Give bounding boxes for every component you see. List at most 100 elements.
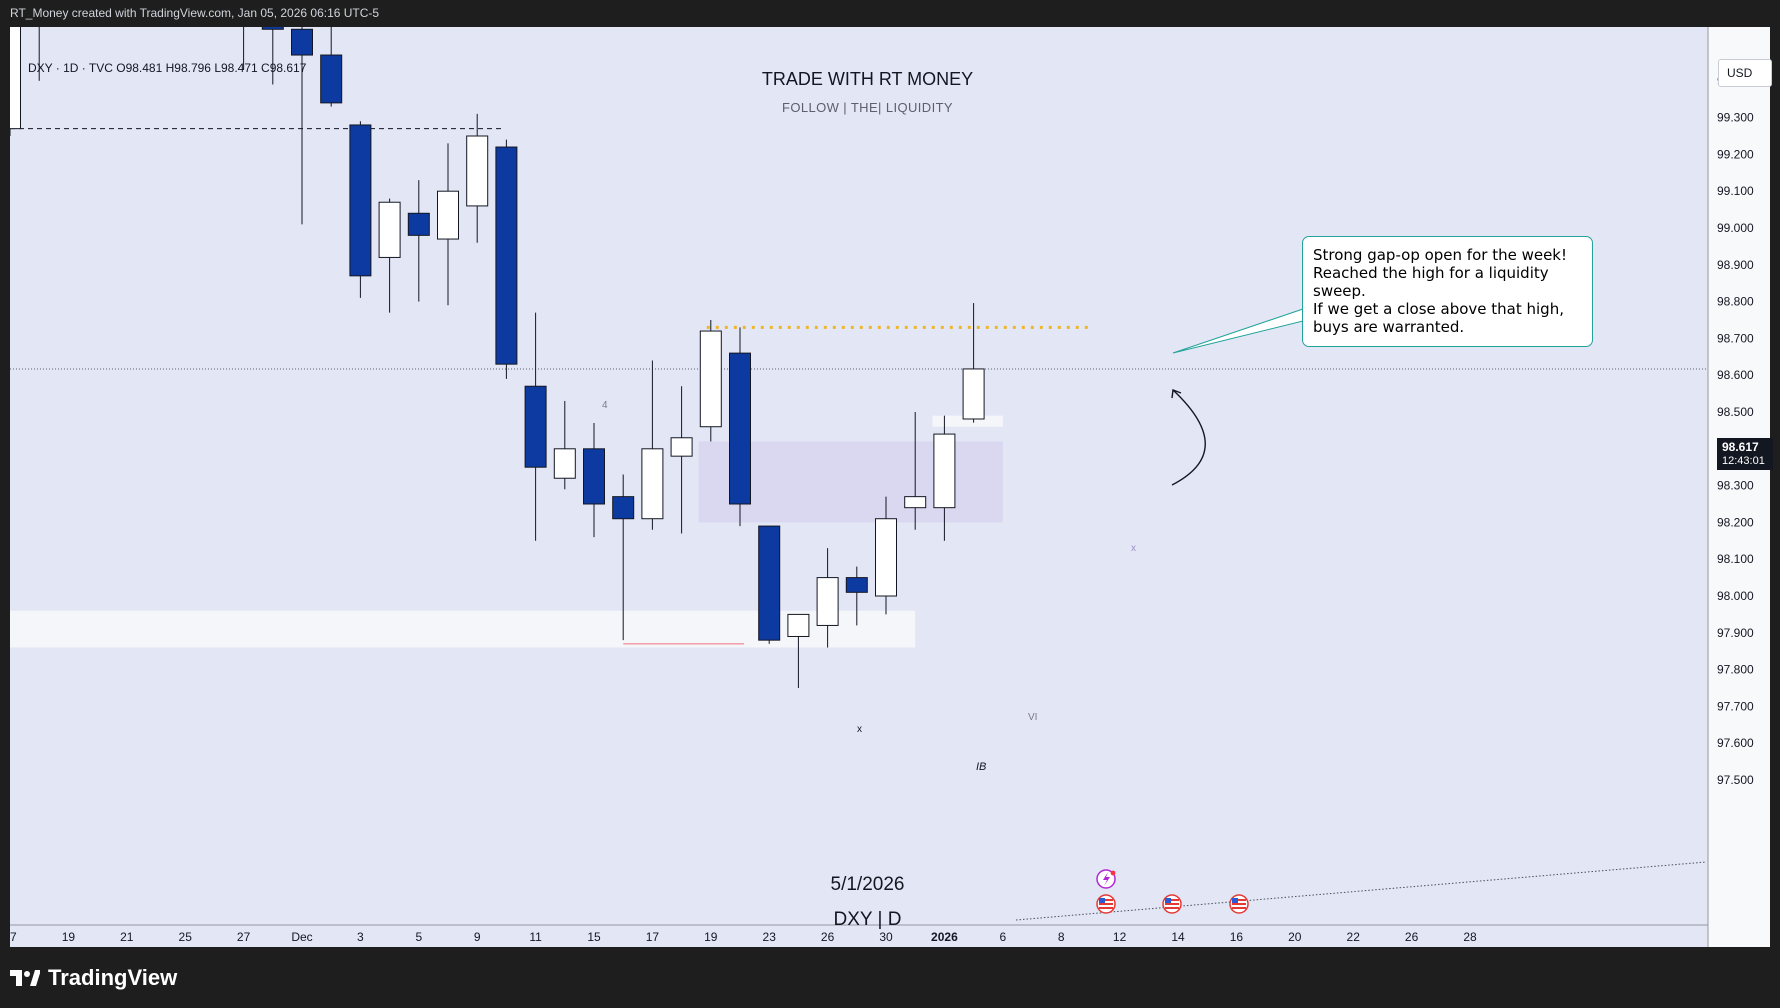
x-tick-label: 25	[179, 930, 193, 944]
fvg-marker-x: x	[1131, 543, 1136, 554]
tradingview-brand[interactable]: TradingView	[10, 965, 177, 991]
y-tick-label: 98.600	[1717, 368, 1754, 382]
candle-body	[320, 54, 343, 104]
candle-body	[845, 577, 868, 593]
x-tick-label: 26	[1405, 930, 1419, 944]
time-scale-panel	[10, 925, 1708, 947]
x-tick-label: 27	[237, 930, 251, 944]
candle-body	[495, 146, 518, 365]
y-tick-label: 97.800	[1717, 663, 1754, 677]
candle	[495, 139, 518, 379]
footer-bar: TradingView	[0, 947, 1780, 1008]
y-tick-label: 98.300	[1717, 479, 1754, 493]
currency-selector[interactable]: USD	[1718, 59, 1772, 87]
candle-body	[612, 496, 635, 520]
candle	[583, 423, 605, 538]
x-tick-label: 19	[62, 930, 76, 944]
x-tick-label: 5	[415, 930, 422, 944]
curved-arrow-head	[1171, 389, 1182, 399]
candle	[466, 113, 489, 243]
candle-body	[349, 124, 372, 277]
candle-body	[933, 433, 956, 509]
candle	[243, 27, 245, 70]
candle-body	[407, 212, 430, 236]
y-tick-label: 98.900	[1717, 258, 1754, 272]
y-tick-label: 97.500	[1717, 773, 1754, 787]
candle	[641, 360, 664, 530]
candle	[349, 121, 372, 298]
x-tick-label: 9	[474, 930, 481, 944]
sweep-marker-x: x	[857, 724, 862, 735]
candle	[320, 27, 343, 107]
x-tick-label: Dec	[291, 930, 312, 944]
x-tick-label: 17	[646, 930, 660, 944]
x-tick-label: 2026	[931, 930, 958, 944]
us-flag-event-icon	[1162, 894, 1182, 914]
x-tick-label: 20	[1288, 930, 1302, 944]
candle-body	[816, 577, 839, 626]
x-tick-label: 8	[1058, 930, 1065, 944]
x-tick-label: 17	[10, 930, 17, 944]
candle	[407, 180, 430, 302]
watermark-subtitle: FOLLOW | THE| LIQUIDITY	[781, 100, 953, 115]
candle-body	[291, 28, 313, 56]
watermark-symbol: DXY | D	[833, 909, 902, 930]
candle	[933, 415, 956, 541]
x-tick-label: 12	[1113, 930, 1127, 944]
x-tick-label: 23	[763, 930, 777, 944]
y-tick-label: 97.700	[1717, 699, 1754, 713]
ib-label: IB	[976, 761, 987, 773]
candle	[699, 320, 722, 442]
x-tick-label: 28	[1463, 930, 1477, 944]
watermark-date: 5/1/2026	[830, 874, 905, 895]
x-tick-label: 11	[529, 930, 542, 944]
tradingview-logo-icon	[10, 970, 40, 986]
candle	[612, 474, 635, 641]
y-tick-label: 98.100	[1717, 552, 1754, 566]
y-tick-label: 99.300	[1717, 111, 1754, 125]
candle	[670, 386, 693, 534]
candle-body	[466, 135, 489, 207]
bar-countdown: 12:43:01	[1722, 455, 1765, 467]
chart-credit: RT_Money created with TradingView.com, J…	[10, 6, 380, 20]
candle	[291, 27, 313, 225]
candle	[524, 312, 547, 541]
y-tick-label: 98.000	[1717, 589, 1754, 603]
candle	[553, 400, 576, 490]
y-tick-label: 98.500	[1717, 405, 1754, 419]
chart-frame[interactable]: 97.500 97.600 97.700 97.800 97.900 98.000 98.1…	[10, 27, 1773, 947]
us-flag-event-icon	[1096, 894, 1116, 914]
price-scale-panel	[1708, 27, 1770, 925]
candle-body	[378, 201, 401, 258]
candle	[962, 303, 985, 423]
brand-text: TradingView	[48, 965, 178, 990]
candle	[845, 566, 868, 626]
y-tick-label: 97.900	[1717, 626, 1754, 640]
y-tick-label: 98.800	[1717, 295, 1754, 309]
y-tick-label: 98.700	[1717, 331, 1754, 345]
candle	[38, 27, 40, 81]
candle-body	[437, 190, 459, 240]
x-tick-label: 16	[1230, 930, 1244, 944]
y-tick-label: 98.200	[1717, 515, 1754, 529]
candle-body	[962, 368, 985, 420]
x-tick-label: 26	[821, 930, 835, 944]
candle	[10, 27, 21, 136]
candle	[437, 143, 459, 306]
chart-canvas[interactable]: 97.500 97.600 97.700 97.800 97.900 98.000 98.1…	[10, 27, 1770, 947]
y-tick-label: 99.200	[1717, 147, 1754, 161]
last-price-value: 98.617	[1722, 440, 1759, 454]
x-tick-label: 21	[120, 930, 134, 944]
candle-body	[875, 518, 897, 597]
candle-body	[670, 437, 693, 457]
candle-body	[787, 613, 810, 637]
candle-body	[729, 352, 751, 505]
candle-body	[583, 448, 605, 505]
candle-body	[758, 525, 781, 641]
candle	[261, 27, 284, 85]
y-tick-label: 99.100	[1717, 184, 1754, 198]
candle-body	[699, 330, 722, 428]
last-price-label: 98.617 12:43:01	[1717, 438, 1773, 470]
analysis-callout[interactable]: Strong gap-op open for the week! Reached…	[1302, 236, 1593, 347]
candle	[758, 525, 781, 644]
